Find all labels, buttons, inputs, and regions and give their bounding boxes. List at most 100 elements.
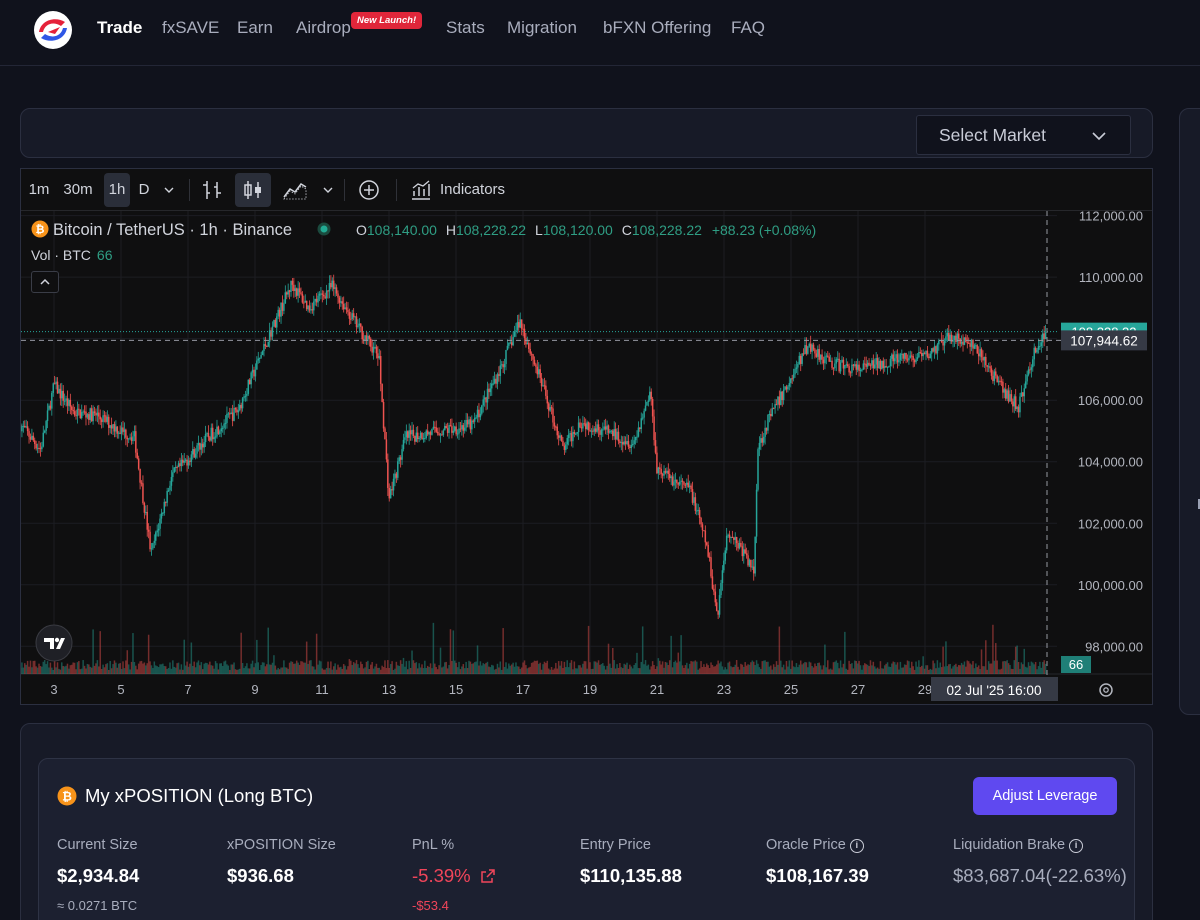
market-status-icon[interactable] bbox=[317, 222, 331, 236]
add-compare-icon[interactable] bbox=[351, 173, 387, 207]
volume-bar bbox=[98, 666, 100, 674]
candle-body bbox=[946, 332, 949, 337]
volume-bar bbox=[387, 660, 389, 674]
candle-body bbox=[678, 481, 681, 485]
candle-body bbox=[506, 345, 509, 351]
interval-1h[interactable]: 1h bbox=[104, 173, 130, 207]
candle-body bbox=[627, 441, 630, 447]
candle-body bbox=[621, 442, 624, 445]
volume-bar bbox=[717, 660, 719, 674]
candle-body bbox=[25, 426, 27, 428]
volume-bar bbox=[660, 664, 662, 674]
volume-bar bbox=[142, 663, 144, 674]
volume-bar bbox=[681, 665, 684, 674]
y-axis-label: 100,000.00 bbox=[1078, 578, 1143, 593]
panel-scroll-handle[interactable] bbox=[1198, 499, 1200, 509]
volume-bar bbox=[767, 661, 769, 674]
candle-body bbox=[153, 540, 156, 544]
nav-fxsave[interactable]: fxSAVE bbox=[162, 18, 220, 37]
volume-bar bbox=[745, 665, 748, 674]
volume-bar bbox=[765, 661, 768, 674]
info-icon[interactable]: i bbox=[1069, 839, 1084, 853]
interval-1m[interactable]: 1m bbox=[28, 181, 50, 198]
volume-bar bbox=[696, 661, 698, 674]
collapse-legend-button[interactable] bbox=[31, 271, 59, 293]
candle-body bbox=[1020, 392, 1023, 397]
volume-bar bbox=[940, 667, 943, 674]
nav-faq[interactable]: FAQ bbox=[731, 18, 766, 37]
interval-dropdown-icon[interactable] bbox=[159, 173, 179, 207]
nav-migration[interactable]: Migration bbox=[507, 18, 577, 37]
volume-bar bbox=[965, 666, 967, 674]
volume-bar bbox=[449, 629, 452, 674]
candle-body bbox=[139, 468, 141, 483]
nav-earn[interactable]: Earn bbox=[237, 18, 273, 37]
indicators-button[interactable]: Indicators bbox=[404, 173, 516, 207]
candle-body bbox=[761, 438, 764, 443]
candle-body bbox=[505, 350, 507, 364]
volume-bar bbox=[705, 663, 708, 674]
volume-bar bbox=[607, 643, 610, 674]
volume-bar bbox=[179, 669, 181, 674]
volume-bar bbox=[113, 660, 116, 674]
candle-body bbox=[273, 319, 275, 327]
candle-body bbox=[473, 417, 476, 422]
volume-bar bbox=[982, 666, 984, 674]
candle-body bbox=[381, 383, 383, 403]
candle-body bbox=[337, 293, 339, 298]
volume-bar bbox=[718, 663, 721, 674]
candle-body bbox=[142, 483, 144, 504]
candle-body bbox=[342, 303, 345, 310]
volume-bar bbox=[577, 665, 580, 674]
volume-bar bbox=[516, 666, 519, 674]
volume-bar bbox=[160, 664, 163, 674]
candle-body bbox=[657, 467, 660, 474]
candle-body bbox=[489, 388, 492, 393]
nav-trade[interactable]: Trade bbox=[97, 18, 143, 37]
candle-body bbox=[315, 298, 318, 303]
share-icon[interactable] bbox=[480, 868, 496, 884]
candle-body bbox=[344, 307, 346, 310]
bar-chart-type-icon[interactable] bbox=[194, 173, 230, 207]
candle-body bbox=[814, 349, 816, 354]
f-x-logo-icon[interactable] bbox=[33, 10, 73, 50]
volume-bar bbox=[1007, 663, 1010, 674]
volume-bar bbox=[352, 662, 355, 674]
volume-bar bbox=[414, 663, 416, 674]
volume-bar bbox=[92, 629, 94, 674]
nav-airdrop[interactable]: Airdrop bbox=[296, 18, 351, 37]
interval-30m[interactable]: 30m bbox=[63, 181, 93, 198]
volume-bar bbox=[146, 663, 148, 674]
candle-body bbox=[441, 434, 443, 436]
volume-bar bbox=[436, 669, 439, 674]
area-chart-type-icon[interactable] bbox=[276, 173, 314, 207]
volume-bar bbox=[173, 666, 176, 674]
interval-d[interactable]: D bbox=[138, 181, 150, 198]
candle-body bbox=[570, 433, 573, 442]
candle-body bbox=[983, 356, 986, 361]
volume-bar bbox=[960, 662, 963, 674]
nav-bfxn-offering[interactable]: bFXN Offering bbox=[603, 18, 712, 37]
select-market-dropdown[interactable]: Select Market bbox=[916, 115, 1131, 155]
candle-body bbox=[782, 389, 785, 401]
candle-body bbox=[59, 388, 62, 399]
adjust-leverage-button[interactable]: Adjust Leverage bbox=[973, 777, 1117, 815]
volume-bar bbox=[35, 666, 37, 674]
candle-body bbox=[258, 357, 261, 359]
candle-body bbox=[606, 425, 608, 430]
candles-chart-type-icon[interactable] bbox=[235, 173, 271, 207]
volume-bar bbox=[1022, 664, 1024, 674]
nav-stats[interactable]: Stats bbox=[446, 18, 485, 37]
volume-bar bbox=[691, 661, 694, 674]
chart-type-dropdown-icon[interactable] bbox=[318, 173, 338, 207]
settings-icon[interactable] bbox=[1099, 683, 1113, 697]
candlestick-chart-canvas[interactable]: 98,000.00100,000.00102,000.00104,000.001… bbox=[21, 169, 1152, 704]
candle-body bbox=[976, 345, 979, 354]
candle-body bbox=[472, 420, 475, 422]
volume-bar bbox=[953, 664, 956, 674]
volume-bar bbox=[879, 661, 882, 674]
price-chart[interactable]: 98,000.00 100,000.00 102,000.00 104,000.00 1… bbox=[20, 168, 1153, 705]
candle-body bbox=[109, 425, 111, 428]
candle-body bbox=[597, 424, 600, 431]
info-icon[interactable]: i bbox=[849, 839, 864, 853]
